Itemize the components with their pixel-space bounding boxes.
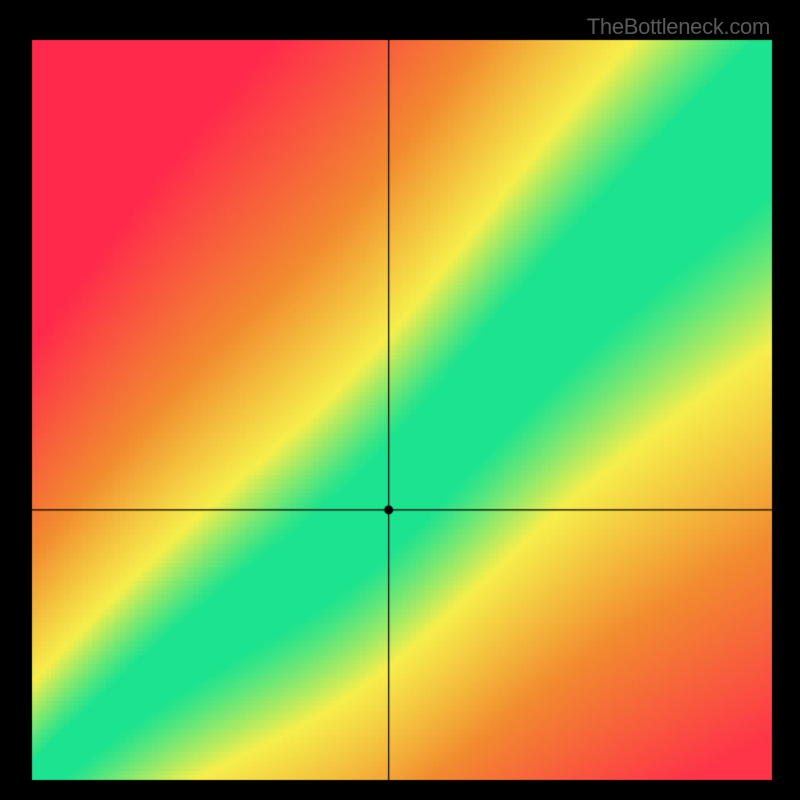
watermark-text: TheBottleneck.com bbox=[587, 14, 770, 40]
bottleneck-heatmap bbox=[0, 0, 800, 800]
